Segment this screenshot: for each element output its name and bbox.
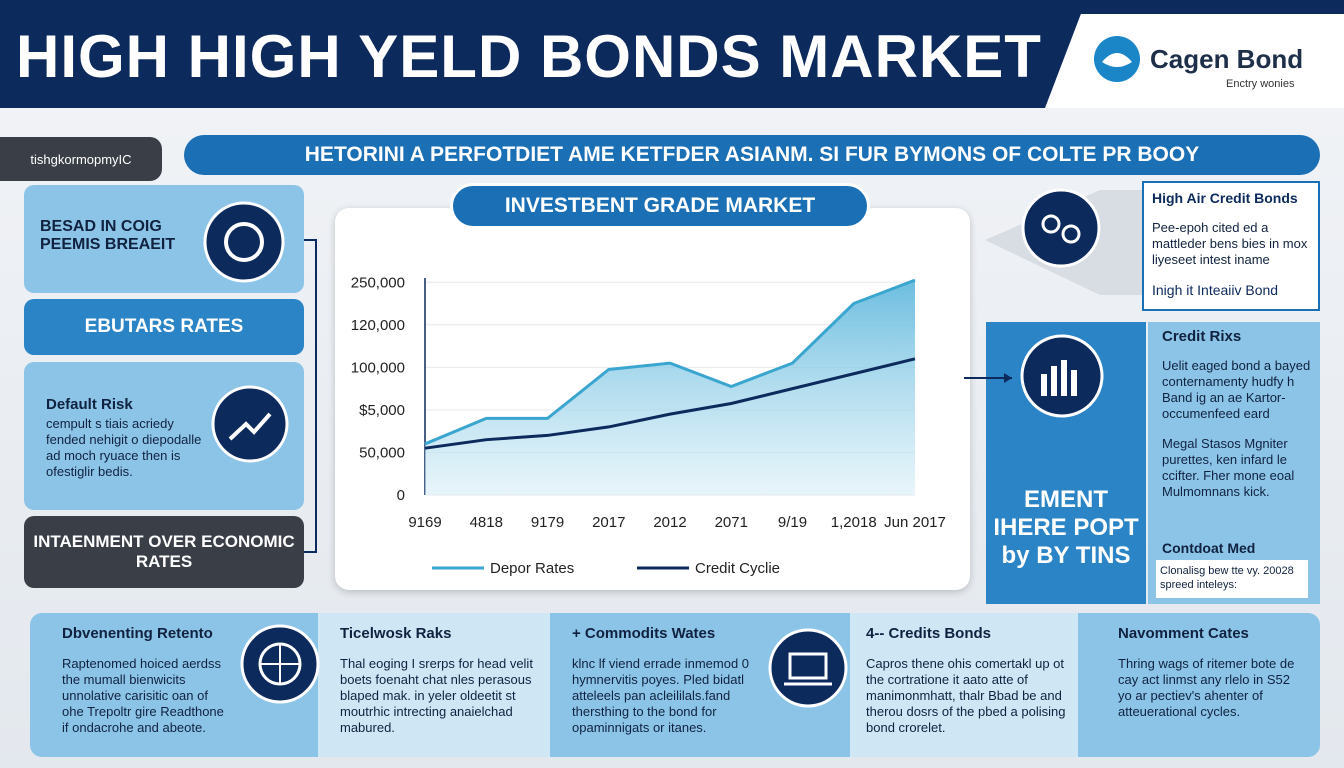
footer-body: Raptenomed hoiced aerdss the mumall bien…: [62, 656, 224, 735]
y-tick-label: 0: [397, 487, 405, 504]
title: HIGH HIGH YELD BONDS MARKET: [16, 23, 1042, 90]
icon: [240, 624, 320, 704]
footer-title: Navomment Cates: [1118, 625, 1249, 642]
x-tick-label: 9/19: [778, 514, 807, 531]
logo-text: Cagen Bond: [1150, 44, 1304, 74]
panel: INTAENMENT OVER ECONOMIC RATES: [24, 516, 304, 588]
footer-strip: [30, 613, 1320, 757]
x-tick-label: 2071: [715, 514, 748, 531]
panel: EBUTARS RATES: [24, 299, 304, 355]
icon: [964, 334, 1104, 418]
box: [1148, 322, 1320, 604]
panel-title: Default Risk: [46, 396, 133, 413]
tab: tishgkormopmyIC: [0, 137, 162, 181]
decor: [985, 188, 1145, 295]
panel-text: BESAD IN COIG PEEMIS BREAEIT: [40, 218, 176, 253]
line: [424, 357, 916, 450]
icon: [768, 628, 848, 708]
y-tick-label: 120,000: [351, 317, 405, 334]
box: [1142, 181, 1320, 311]
box-title: Credit Rixs: [1162, 328, 1242, 345]
footer-body: Capros thene ohis comertakl up ot the co…: [866, 656, 1066, 735]
legend-label: Credit Cyclie: [695, 560, 780, 577]
footer-title: 4-- Credits Bonds: [866, 625, 992, 642]
area: [425, 280, 915, 495]
box-title: High Air Credit Bonds: [1152, 190, 1298, 206]
chart-title: INVESTBENT GRADE MARKET: [450, 183, 870, 229]
footer-body: Thal eoging I srerps for head velit boet…: [340, 656, 533, 735]
x-tick-label: 1,2018: [831, 514, 877, 531]
panel-body: cempult s tiais acriedy fended nehigit o…: [46, 416, 202, 479]
x-tick-label: 9169: [408, 514, 441, 531]
y-tick-label: 100,000: [351, 359, 405, 376]
x-tick-label: 9179: [531, 514, 564, 531]
banner: HETORINI A PERFOTDIET AME KETFDER ASIANM…: [184, 135, 1320, 175]
x-tick-label: 2012: [653, 514, 686, 531]
logo-icon: [1094, 36, 1140, 82]
tagline: Enctry wonies: [1226, 78, 1295, 90]
footer-title: Dbvenenting Retento: [62, 625, 213, 642]
box-sub: Contdoat Med: [1162, 540, 1256, 556]
footer-title: + Commodits Wates: [572, 625, 716, 642]
y-tick-label: 250,000: [351, 274, 405, 291]
box-body: Megal Stasos Mgniter purettes, ken infar…: [1162, 436, 1295, 499]
y-tick-label: $5,000: [359, 402, 405, 419]
footer-col: [318, 613, 550, 757]
x-tick-label: Jun 2017: [884, 514, 946, 531]
connector: [304, 239, 317, 553]
footer-body: klnc lf viend errade inmemod 0 hymnervit…: [572, 656, 750, 735]
chart: 0 50,000 $5,000 100,000 120,000 250,000 9169 48…: [351, 274, 946, 577]
footer-body: Thring wags of ritemer bote de cay act l…: [1118, 656, 1295, 719]
box-body: Clonalisg bew tte vy. 20028 spreed intel…: [1156, 560, 1308, 598]
x-tick-label: 2017: [592, 514, 625, 531]
icon: [211, 385, 289, 463]
box-footer: Inigh it Inteaiiv Bond: [1152, 282, 1279, 298]
icon: [203, 201, 285, 283]
x-tick-label: 4818: [470, 514, 503, 531]
footer-col: [850, 613, 1078, 757]
box-body: Uelit eaged bond a bayed conternamenty h…: [1162, 358, 1311, 421]
legend-label: Depor Rates: [490, 560, 574, 577]
line: [424, 278, 916, 446]
box-body: Pee-epoh cited ed a mattleder bens bies …: [1152, 220, 1308, 267]
footer-title: Ticelwosk Raks: [340, 625, 452, 642]
y-tick-label: 50,000: [359, 444, 405, 461]
